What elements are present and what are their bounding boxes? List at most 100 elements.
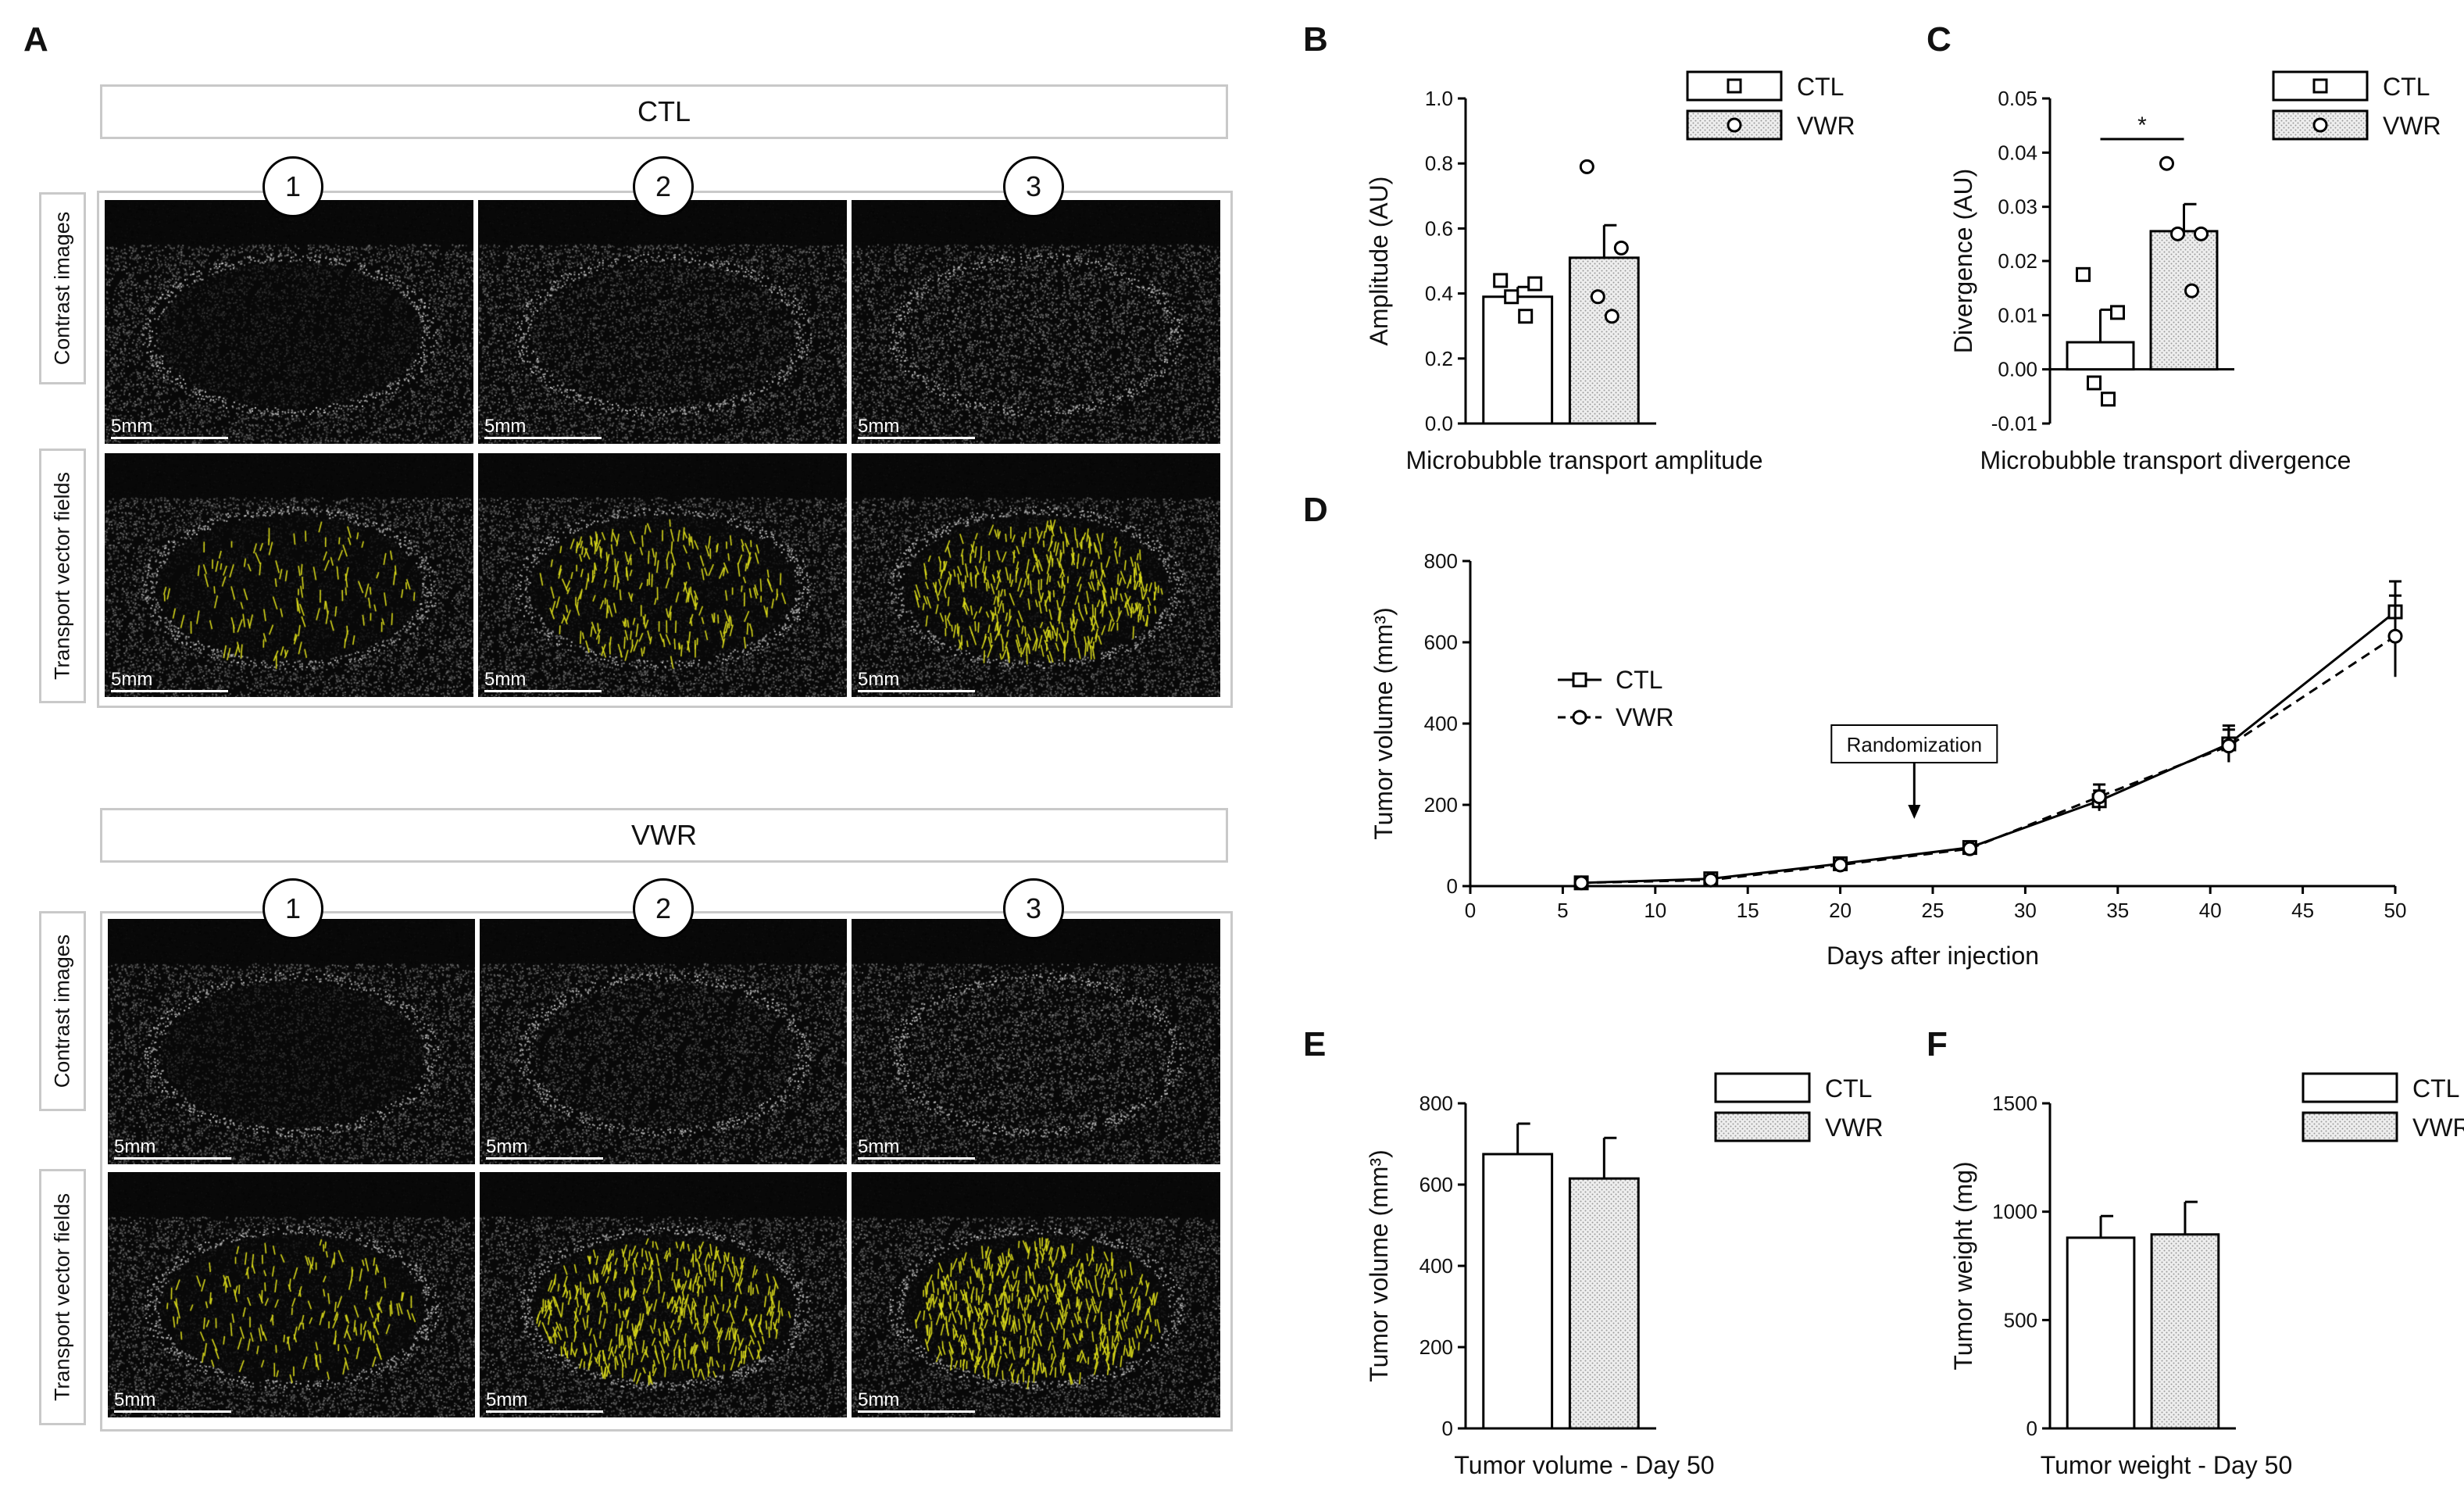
vwr-contrast-image-2: 5mm <box>480 919 847 1164</box>
y-tick-label: 0.04 <box>1998 141 2037 164</box>
data-point-ctl <box>1703 871 1719 887</box>
data-point-vwr <box>2091 789 2107 805</box>
y-tick-label: 0.05 <box>1998 87 2037 110</box>
vwr-contrast-image-1: 5mm <box>108 919 475 1164</box>
x-axis-label: Tumor weight - Day 50 <box>2041 1451 2292 1479</box>
ctl-vector-image-1: 5mm <box>105 453 473 697</box>
legend-swatch-ctl <box>1686 70 1783 102</box>
line-ctl <box>1581 610 2396 885</box>
data-point <box>2110 305 2126 320</box>
bar-ctl <box>1482 1153 1554 1430</box>
scale-bar <box>111 690 228 692</box>
legend-marker-vwr <box>1572 710 1587 725</box>
data-point <box>1493 273 1509 288</box>
ultrasound-texture <box>852 1172 1220 1417</box>
legend-label-ctl: CTL <box>1616 666 1662 694</box>
legend-label-vwr: VWR <box>2383 112 2441 140</box>
scale-label: 5mm <box>858 1389 900 1410</box>
scale-label: 5mm <box>858 1136 900 1157</box>
x-axis-label: Microbubble transport divergence <box>1980 446 2352 474</box>
scale-label: 5mm <box>111 416 153 437</box>
ultrasound-texture <box>852 200 1220 444</box>
panel-letter-e: E <box>1303 1025 1327 1063</box>
ultrasound-texture <box>852 919 1220 1164</box>
line-vwr <box>1581 634 2396 885</box>
x-tick-label: 50 <box>2384 899 2407 922</box>
scale-label: 5mm <box>484 416 527 437</box>
legend-swatch-vwr <box>1686 109 1783 141</box>
y-tick-label: 400 <box>1424 712 1458 735</box>
x-tick-label: 0 <box>1465 899 1476 922</box>
y-tick-label: 600 <box>1424 631 1458 654</box>
vwr-vector-image-2: 5mm <box>480 1172 847 1417</box>
scale-label: 5mm <box>486 1136 528 1157</box>
legend-label-ctl: CTL <box>1797 73 1844 101</box>
ultrasound-texture <box>480 1172 847 1417</box>
scale-label: 5mm <box>858 416 900 437</box>
x-axis-label: Microbubble transport amplitude <box>1405 446 1762 474</box>
y-tick-label: 1000 <box>1992 1200 2037 1224</box>
ultrasound-texture <box>105 453 473 697</box>
y-tick-label: 0.00 <box>1998 358 2037 381</box>
y-axis-label: Tumor weight (mg) <box>1949 1161 1977 1370</box>
y-tick-label: -0.01 <box>1991 412 2037 435</box>
bar-ctl <box>2066 341 2135 371</box>
ctl-vector-image-3: 5mm <box>852 453 1220 697</box>
data-point-vwr <box>1833 857 1848 873</box>
y-axis-label: Amplitude (AU) <box>1365 177 1393 346</box>
ctl-vector-image-2: 5mm <box>478 453 847 697</box>
vwr-group-title: VWR <box>100 808 1228 863</box>
scale-label: 5mm <box>114 1389 156 1410</box>
bar-vwr <box>1568 256 1640 425</box>
y-tick-label: 500 <box>2004 1308 2037 1331</box>
data-point-vwr <box>2221 738 2237 754</box>
data-point-ctl <box>2221 736 2237 752</box>
data-point-ctl <box>1833 856 1848 871</box>
data-point <box>2076 266 2091 282</box>
scale-label: 5mm <box>486 1389 528 1410</box>
y-tick-label: 0.2 <box>1425 347 1453 370</box>
y-tick-label: 600 <box>1419 1173 1453 1196</box>
ctl-group-title: CTL <box>100 84 1228 139</box>
vwr-vector-image-1: 5mm <box>108 1172 475 1417</box>
legend-label-vwr: VWR <box>1616 703 1674 731</box>
bar-ctl <box>2066 1236 2136 1430</box>
legend-swatch-ctl <box>2302 1072 2398 1103</box>
legend-label-vwr: VWR <box>2412 1113 2464 1142</box>
panel-letter-f: F <box>1927 1025 1948 1063</box>
x-tick-label: 5 <box>1557 899 1568 922</box>
legend-label-vwr: VWR <box>1797 112 1855 140</box>
data-point-vwr <box>1703 872 1719 888</box>
y-tick-label: 800 <box>1419 1092 1453 1115</box>
data-point-vwr <box>2387 628 2403 644</box>
y-tick-label: 0.03 <box>1998 195 2037 219</box>
ctl-contrast-image-2: 5mm <box>478 200 847 444</box>
bar-vwr <box>2150 1233 2220 1430</box>
ctl-contrast-image-3: 5mm <box>852 200 1220 444</box>
scale-label: 5mm <box>484 669 527 690</box>
scale-bar <box>484 437 602 439</box>
scale-bar <box>484 690 602 692</box>
x-axis-label: Tumor volume - Day 50 <box>1454 1451 1714 1479</box>
legend-label-ctl: CTL <box>1825 1074 1872 1103</box>
y-tick-label: 1.0 <box>1425 87 1453 110</box>
y-tick-label: 800 <box>1424 549 1458 573</box>
data-point <box>2184 283 2199 298</box>
ultrasound-texture <box>852 453 1220 697</box>
x-tick-label: 35 <box>2106 899 2129 922</box>
y-tick-label: 0.02 <box>1998 249 2037 273</box>
y-axis-label: Tumor volume (mm³) <box>1365 1149 1393 1382</box>
y-tick-label: 0 <box>1447 874 1458 898</box>
vwr-timepoint-2: 2 <box>633 878 694 939</box>
y-axis-label: Divergence (AU) <box>1949 169 1977 354</box>
scale-bar <box>486 1157 603 1160</box>
x-tick-label: 10 <box>1644 899 1666 922</box>
data-point <box>1604 309 1619 324</box>
ctl-row-label-contrast: Contrast images <box>39 192 86 384</box>
data-point <box>2087 375 2102 391</box>
x-tick-label: 40 <box>2199 899 2222 922</box>
vwr-row-label-vectors: Transport vector fields <box>39 1169 86 1425</box>
data-point <box>2159 155 2174 171</box>
data-point <box>1613 240 1629 256</box>
